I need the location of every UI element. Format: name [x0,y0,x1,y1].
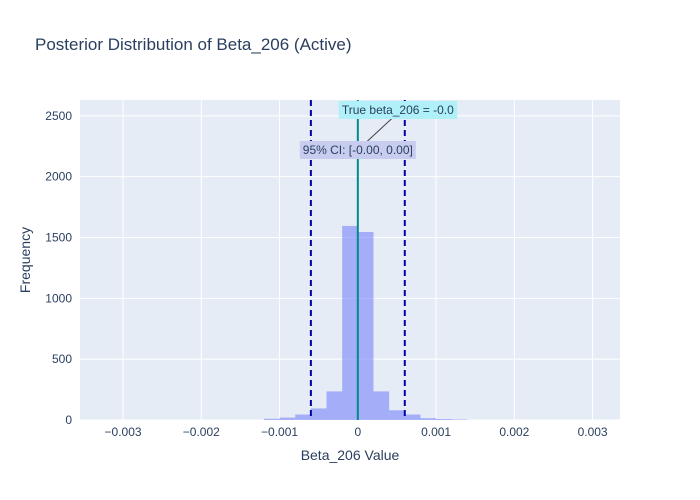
histogram-bar [326,391,343,420]
histogram-bar [373,391,390,420]
histogram-bar [389,410,405,420]
ci-label-background [299,141,416,159]
ci-label: 95% CI: [-0.00, 0.00] [303,143,413,157]
y-tick-label: 2500 [45,109,72,123]
histogram-bar [279,417,296,420]
annotations: 95% CI: [-0.00, 0.00] True beta_206 = -0… [299,101,458,159]
x-tick-label: 0.001 [421,425,451,439]
histogram-bars [263,225,468,420]
y-tick-label: 1500 [45,230,72,244]
histogram-bar [342,225,358,420]
histogram-bar [357,232,374,420]
histogram-bar [436,419,452,420]
histogram-bar [404,414,421,420]
x-axis-ticks: −0.003 −0.002 −0.001 0 0.001 0.002 0.003 [105,425,608,439]
y-tick-label: 1000 [45,291,72,305]
histogram-bar [310,408,327,420]
true-value-label-background [338,101,458,119]
x-tick-label: 0.002 [499,425,529,439]
y-axis-ticks: 0 500 1000 1500 2000 2500 [45,109,72,427]
y-tick-label: 2000 [45,170,72,184]
true-value-label: True beta_206 = -0.0 [342,103,454,117]
histogram-bar [295,414,311,420]
y-tick-label: 0 [65,413,72,427]
y-tick-label: 500 [52,352,72,366]
x-tick-label: −0.001 [261,425,298,439]
histogram-bar [263,418,280,420]
x-tick-label: −0.003 [105,425,142,439]
x-tick-label: 0.003 [578,425,608,439]
chart-title: Posterior Distribution of Beta_206 (Acti… [35,35,352,54]
x-tick-label: 0 [354,425,361,439]
histogram-bar [420,418,437,420]
y-axis-title: Frequency [17,227,33,293]
x-tick-label: −0.002 [183,425,220,439]
x-axis-title: Beta_206 Value [301,447,400,463]
